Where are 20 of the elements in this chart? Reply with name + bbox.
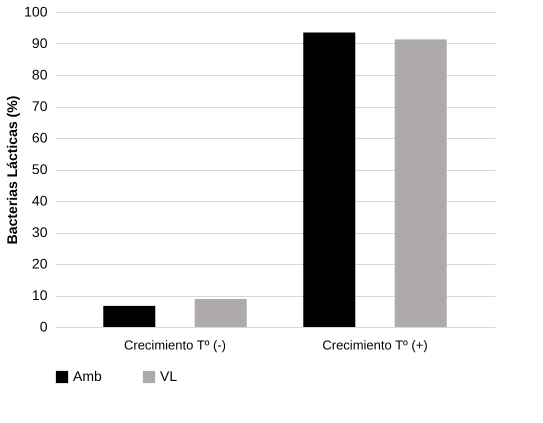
y-tick-label: 30 bbox=[32, 224, 48, 240]
y-tick-label: 20 bbox=[32, 256, 48, 272]
y-tick-label: 10 bbox=[32, 287, 48, 303]
y-tick-label: 0 bbox=[40, 318, 48, 334]
y-tick-label: 50 bbox=[32, 161, 48, 177]
x-tick-label: Crecimiento Tº (-) bbox=[124, 338, 226, 352]
legend-label: VL bbox=[160, 368, 178, 384]
y-tick-label: 40 bbox=[32, 192, 48, 208]
y-tick-label: 70 bbox=[32, 98, 48, 114]
bar bbox=[394, 39, 447, 327]
y-tick-label: 100 bbox=[24, 4, 48, 20]
legend-label: Amb bbox=[73, 368, 102, 384]
bar bbox=[194, 298, 247, 327]
y-axis-title: Bacterias Lácticas (%) bbox=[4, 96, 20, 244]
bar bbox=[303, 32, 356, 327]
x-tick-label: Crecimiento Tº (+) bbox=[322, 338, 428, 352]
y-tick-label: 60 bbox=[32, 130, 48, 146]
y-tick-label: 90 bbox=[32, 35, 48, 51]
bar bbox=[103, 306, 156, 327]
y-tick-label: 80 bbox=[32, 66, 48, 82]
